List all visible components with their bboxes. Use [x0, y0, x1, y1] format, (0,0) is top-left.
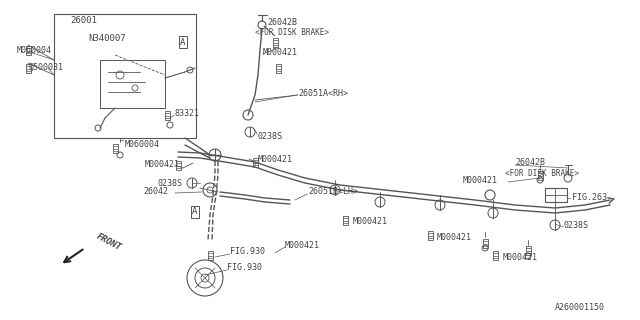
Bar	[208, 251, 213, 260]
Text: 26042: 26042	[143, 188, 168, 196]
Text: FRONT: FRONT	[95, 232, 123, 252]
Text: 26001: 26001	[70, 15, 97, 25]
Text: 26051B<LH>: 26051B<LH>	[308, 188, 358, 196]
Bar	[493, 251, 498, 260]
Text: <FOR DISK BRAKE>: <FOR DISK BRAKE>	[505, 169, 579, 178]
Text: A: A	[180, 37, 186, 46]
Text: 26042B: 26042B	[515, 157, 545, 166]
Text: FIG.263: FIG.263	[572, 193, 607, 202]
Text: M000421: M000421	[145, 159, 180, 169]
Bar	[176, 161, 181, 170]
Bar	[54, 14, 196, 138]
Bar	[483, 239, 488, 248]
Text: M060004: M060004	[125, 140, 160, 148]
Text: M000421: M000421	[258, 155, 293, 164]
Text: N340007: N340007	[88, 34, 125, 43]
Text: 26042B: 26042B	[267, 18, 297, 27]
Bar	[113, 144, 118, 153]
Text: FIG.930: FIG.930	[230, 247, 265, 257]
Text: <FOR DISK BRAKE>: <FOR DISK BRAKE>	[255, 28, 329, 36]
Bar	[276, 64, 281, 73]
Text: Q500031: Q500031	[28, 62, 63, 71]
Text: A: A	[192, 207, 198, 217]
Text: 0238S: 0238S	[257, 132, 282, 140]
Text: 26051A<RH>: 26051A<RH>	[298, 89, 348, 98]
Bar	[26, 64, 31, 73]
Text: A260001150: A260001150	[555, 303, 605, 313]
Text: 83321: 83321	[174, 108, 199, 117]
Text: FIG.930: FIG.930	[227, 263, 262, 273]
Text: M000421: M000421	[437, 234, 472, 243]
Bar	[165, 111, 170, 120]
Text: M000421: M000421	[263, 47, 298, 57]
Bar	[526, 246, 531, 255]
Bar	[538, 171, 543, 180]
Text: M000421: M000421	[353, 218, 388, 227]
Text: 0238S: 0238S	[157, 179, 182, 188]
Text: M000421: M000421	[503, 253, 538, 262]
Bar	[545, 188, 567, 202]
Bar	[273, 38, 278, 47]
Bar	[253, 158, 258, 167]
Text: M000421: M000421	[463, 175, 498, 185]
Bar	[26, 46, 31, 55]
Bar	[343, 216, 348, 225]
Text: M000421: M000421	[285, 241, 320, 250]
Text: M060004: M060004	[17, 45, 52, 54]
Text: 0238S: 0238S	[564, 221, 589, 230]
Bar	[428, 231, 433, 240]
